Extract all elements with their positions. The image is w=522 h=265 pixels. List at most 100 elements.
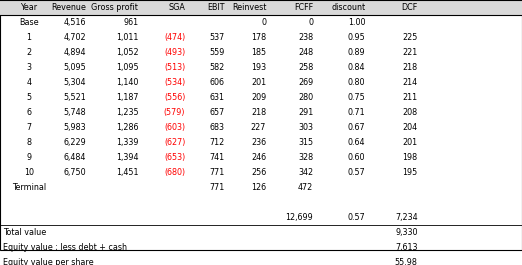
Text: (603): (603) <box>164 123 185 132</box>
Text: 1,235: 1,235 <box>116 108 138 117</box>
Text: 0.57: 0.57 <box>348 213 365 222</box>
Text: 657: 657 <box>209 108 224 117</box>
Text: 582: 582 <box>209 63 224 72</box>
Text: 1,011: 1,011 <box>116 33 138 42</box>
Text: 201: 201 <box>402 138 418 147</box>
Text: Gross profit: Gross profit <box>91 3 138 12</box>
Text: 961: 961 <box>123 18 138 27</box>
Text: 5: 5 <box>26 93 31 102</box>
Text: 256: 256 <box>251 168 266 177</box>
Text: Equity value per share: Equity value per share <box>3 258 93 265</box>
Text: 193: 193 <box>251 63 266 72</box>
Text: Equity value ; less debt + cash: Equity value ; less debt + cash <box>3 243 127 252</box>
Text: 12,699: 12,699 <box>286 213 313 222</box>
Text: 1,052: 1,052 <box>116 48 138 57</box>
Text: 238: 238 <box>298 33 313 42</box>
Text: 4: 4 <box>26 78 31 87</box>
Text: (493): (493) <box>164 48 185 57</box>
Text: SGA: SGA <box>169 3 185 12</box>
Text: 5,748: 5,748 <box>64 108 86 117</box>
Text: 606: 606 <box>209 78 224 87</box>
Text: 0: 0 <box>308 18 313 27</box>
Text: 2: 2 <box>26 48 31 57</box>
Text: 1,394: 1,394 <box>116 153 138 162</box>
Text: 741: 741 <box>209 153 224 162</box>
Text: 236: 236 <box>251 138 266 147</box>
Text: 0.64: 0.64 <box>348 138 365 147</box>
Text: 631: 631 <box>209 93 224 102</box>
Text: 5,983: 5,983 <box>64 123 86 132</box>
Text: 7: 7 <box>26 123 31 132</box>
Text: 559: 559 <box>209 48 224 57</box>
Text: 185: 185 <box>251 48 266 57</box>
Text: 6,229: 6,229 <box>63 138 86 147</box>
Text: 10: 10 <box>23 168 34 177</box>
Text: DCF: DCF <box>401 3 418 12</box>
Text: 6,750: 6,750 <box>64 168 86 177</box>
Text: 6: 6 <box>26 108 31 117</box>
Text: 246: 246 <box>251 153 266 162</box>
Text: 5,095: 5,095 <box>63 63 86 72</box>
Text: 315: 315 <box>298 138 313 147</box>
Text: FCFF: FCFF <box>294 3 313 12</box>
Text: (653): (653) <box>164 153 185 162</box>
Text: 0.71: 0.71 <box>348 108 365 117</box>
Text: 1,339: 1,339 <box>116 138 138 147</box>
Text: Total value: Total value <box>3 228 46 237</box>
Text: Terminal: Terminal <box>11 183 46 192</box>
Text: 1,140: 1,140 <box>116 78 138 87</box>
Text: 0.95: 0.95 <box>348 33 365 42</box>
Text: 204: 204 <box>402 123 418 132</box>
Text: (534): (534) <box>164 78 185 87</box>
Text: 0.57: 0.57 <box>348 168 365 177</box>
Text: 0.89: 0.89 <box>348 48 365 57</box>
Text: (513): (513) <box>164 63 185 72</box>
Text: 4,702: 4,702 <box>64 33 86 42</box>
Text: 9,330: 9,330 <box>395 228 418 237</box>
Text: 771: 771 <box>209 183 224 192</box>
Text: 472: 472 <box>298 183 313 192</box>
Text: 208: 208 <box>402 108 418 117</box>
Text: 201: 201 <box>251 78 266 87</box>
Text: (579): (579) <box>164 108 185 117</box>
Text: 209: 209 <box>251 93 266 102</box>
Text: 8: 8 <box>26 138 31 147</box>
Text: 218: 218 <box>402 63 418 72</box>
Text: 258: 258 <box>298 63 313 72</box>
Text: 291: 291 <box>298 108 313 117</box>
Text: 771: 771 <box>209 168 224 177</box>
Text: 1,187: 1,187 <box>116 93 138 102</box>
Text: Reinvest: Reinvest <box>232 3 266 12</box>
Text: 1,451: 1,451 <box>116 168 138 177</box>
Text: 280: 280 <box>298 93 313 102</box>
Text: 211: 211 <box>402 93 418 102</box>
Text: 198: 198 <box>402 153 418 162</box>
Text: 218: 218 <box>251 108 266 117</box>
FancyBboxPatch shape <box>0 0 522 15</box>
Text: 0.67: 0.67 <box>348 123 365 132</box>
Text: EBIT: EBIT <box>207 3 224 12</box>
Text: 221: 221 <box>402 48 418 57</box>
Text: 5,304: 5,304 <box>64 78 86 87</box>
Text: 9: 9 <box>26 153 31 162</box>
Text: 1.00: 1.00 <box>348 18 365 27</box>
Text: discount: discount <box>331 3 365 12</box>
Text: 0.84: 0.84 <box>348 63 365 72</box>
Text: (556): (556) <box>164 93 185 102</box>
Text: 248: 248 <box>298 48 313 57</box>
Text: (474): (474) <box>164 33 185 42</box>
Text: Year: Year <box>20 3 37 12</box>
Text: 7,613: 7,613 <box>395 243 418 252</box>
Text: 3: 3 <box>26 63 31 72</box>
Text: 1: 1 <box>26 33 31 42</box>
Text: 0: 0 <box>261 18 266 27</box>
Text: 1,286: 1,286 <box>116 123 138 132</box>
Text: 7,234: 7,234 <box>395 213 418 222</box>
Text: 328: 328 <box>298 153 313 162</box>
Text: 683: 683 <box>209 123 224 132</box>
Text: 269: 269 <box>298 78 313 87</box>
Text: 303: 303 <box>298 123 313 132</box>
Text: Base: Base <box>19 18 39 27</box>
Text: 4,516: 4,516 <box>64 18 86 27</box>
Text: 342: 342 <box>298 168 313 177</box>
